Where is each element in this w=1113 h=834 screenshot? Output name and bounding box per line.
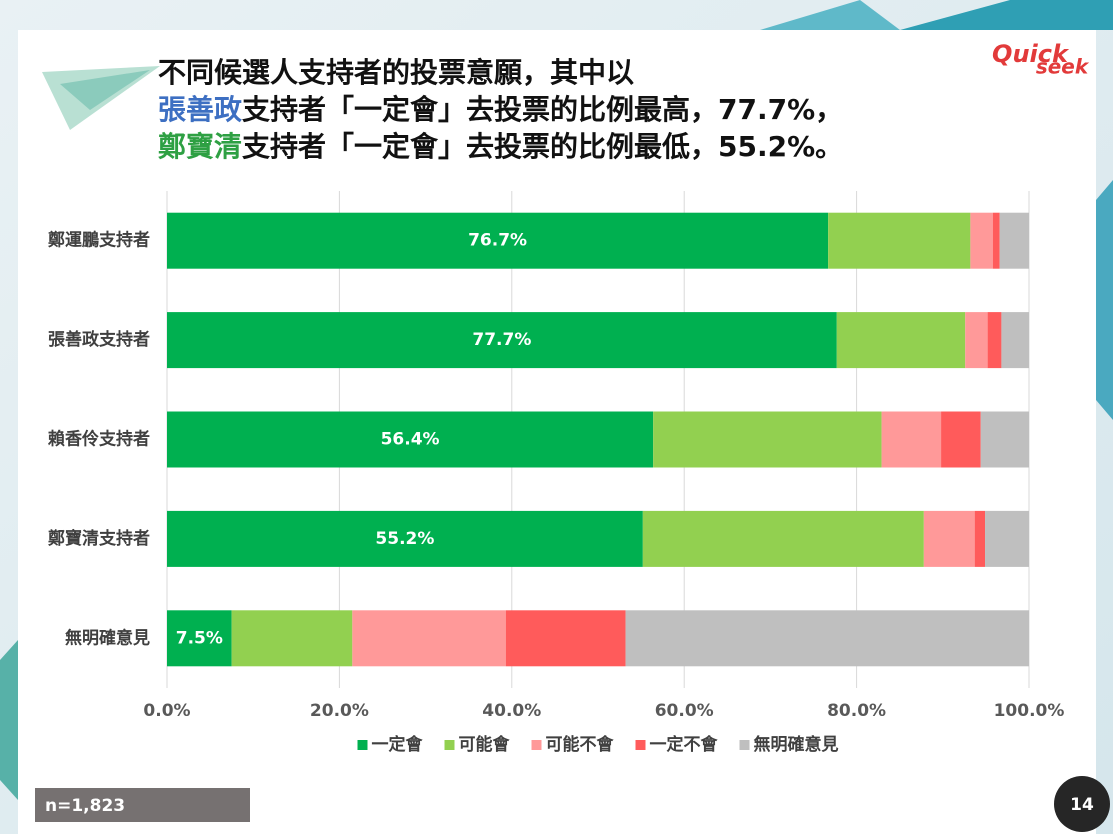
- bar-segment: [881, 411, 942, 468]
- title-segment: 支持者「一定會」去投票的比例最低，55.2%。: [242, 130, 843, 163]
- data-label: 56.4%: [381, 430, 440, 450]
- bar-segment: [974, 510, 986, 567]
- bar-segment: [167, 411, 654, 468]
- y-tick-label: 賴香伶支持者: [48, 429, 150, 450]
- decor: [1096, 180, 1113, 420]
- legend: 一定會 可能會 可能不會 一定不會 無明確意見: [357, 734, 839, 755]
- bar-segment: [352, 610, 506, 667]
- title-line: 張善政支持者「一定會」去投票的比例最高，77.7%，: [158, 93, 843, 126]
- x-tick-label: 100.0%: [994, 701, 1065, 721]
- sample-box: [35, 788, 250, 822]
- data-label: 55.2%: [375, 529, 434, 549]
- bar-segment: [167, 312, 837, 369]
- bar-segment: [985, 510, 1029, 567]
- sample-size: n=1,823: [45, 796, 125, 816]
- title-segment: 鄭寶清: [158, 130, 242, 163]
- x-tick-label: 60.0%: [655, 701, 714, 721]
- decor: [900, 0, 1113, 30]
- logo: seek: [1036, 55, 1090, 79]
- title-line: 鄭寶清支持者「一定會」去投票的比例最低，55.2%。: [158, 130, 843, 163]
- chart: 0.0% 20.0% 40.0% 60.0% 80.0% 100.0% 鄭運鵬支持者 76.7…: [48, 191, 1064, 755]
- decor: [760, 0, 900, 30]
- bar-segment: [167, 510, 643, 567]
- bar-segment: [653, 411, 882, 468]
- bar-segment: [167, 610, 232, 667]
- bar-segment: [836, 312, 966, 369]
- title-segment: 支持者「一定會」去投票的比例最高，77.7%，: [242, 93, 843, 126]
- y-tick-label: 鄭寶清支持者: [48, 528, 150, 549]
- y-tick-label: 張善政支持者: [48, 329, 150, 350]
- y-tick-label: 鄭運鵬支持者: [48, 230, 150, 251]
- legend-swatch: [635, 740, 646, 750]
- legend-swatch: [357, 740, 368, 750]
- bar-segment: [992, 212, 1000, 269]
- legend-swatch: [739, 740, 750, 750]
- x-tick-label: 0.0%: [143, 701, 190, 721]
- y-tick-label: 無明確意見: [65, 627, 150, 648]
- bar-segment: [965, 312, 988, 369]
- bar-segment: [980, 411, 1029, 468]
- logo: Quick: [992, 40, 1070, 68]
- title-segment: 不同候選人支持者的投票意願，其中以: [158, 56, 634, 89]
- x-tick-label: 40.0%: [482, 701, 541, 721]
- legend-swatch: [444, 740, 455, 750]
- data-label: 77.7%: [472, 330, 531, 350]
- data-label: 7.5%: [176, 628, 223, 648]
- decor: [0, 640, 18, 800]
- data-label: 76.7%: [468, 231, 527, 251]
- legend-label: 一定不會: [650, 734, 719, 755]
- x-tick-label: 80.0%: [827, 701, 886, 721]
- legend-swatch: [531, 740, 542, 750]
- bar-segment: [828, 212, 971, 269]
- bar-segment: [231, 610, 353, 667]
- title-segment: 張善政: [158, 93, 242, 126]
- bar-segment: [505, 610, 626, 667]
- title-line: 不同候選人支持者的投票意願，其中以: [158, 56, 634, 89]
- title: 不同候選人支持者的投票意願，其中以張善政支持者「一定會」去投票的比例最高，77.…: [158, 56, 843, 163]
- decor: [60, 70, 150, 110]
- page-badge: [1054, 776, 1110, 832]
- bar-segment: [970, 212, 993, 269]
- bar-segment: [167, 212, 829, 269]
- bar-segment: [999, 212, 1029, 269]
- bar-segment: [625, 610, 1029, 667]
- bar-segment: [941, 411, 981, 468]
- legend-label: 可能會: [459, 734, 511, 755]
- bar-segment: [987, 312, 1002, 369]
- bar-segment: [923, 510, 975, 567]
- legend-label: 可能不會: [546, 734, 615, 755]
- page-number: 14: [1070, 795, 1094, 815]
- bar-segment: [1001, 312, 1029, 369]
- bar-segment: [642, 510, 924, 567]
- legend-label: 一定會: [372, 734, 424, 755]
- x-tick-label: 20.0%: [310, 701, 369, 721]
- legend-label: 無明確意見: [754, 734, 839, 755]
